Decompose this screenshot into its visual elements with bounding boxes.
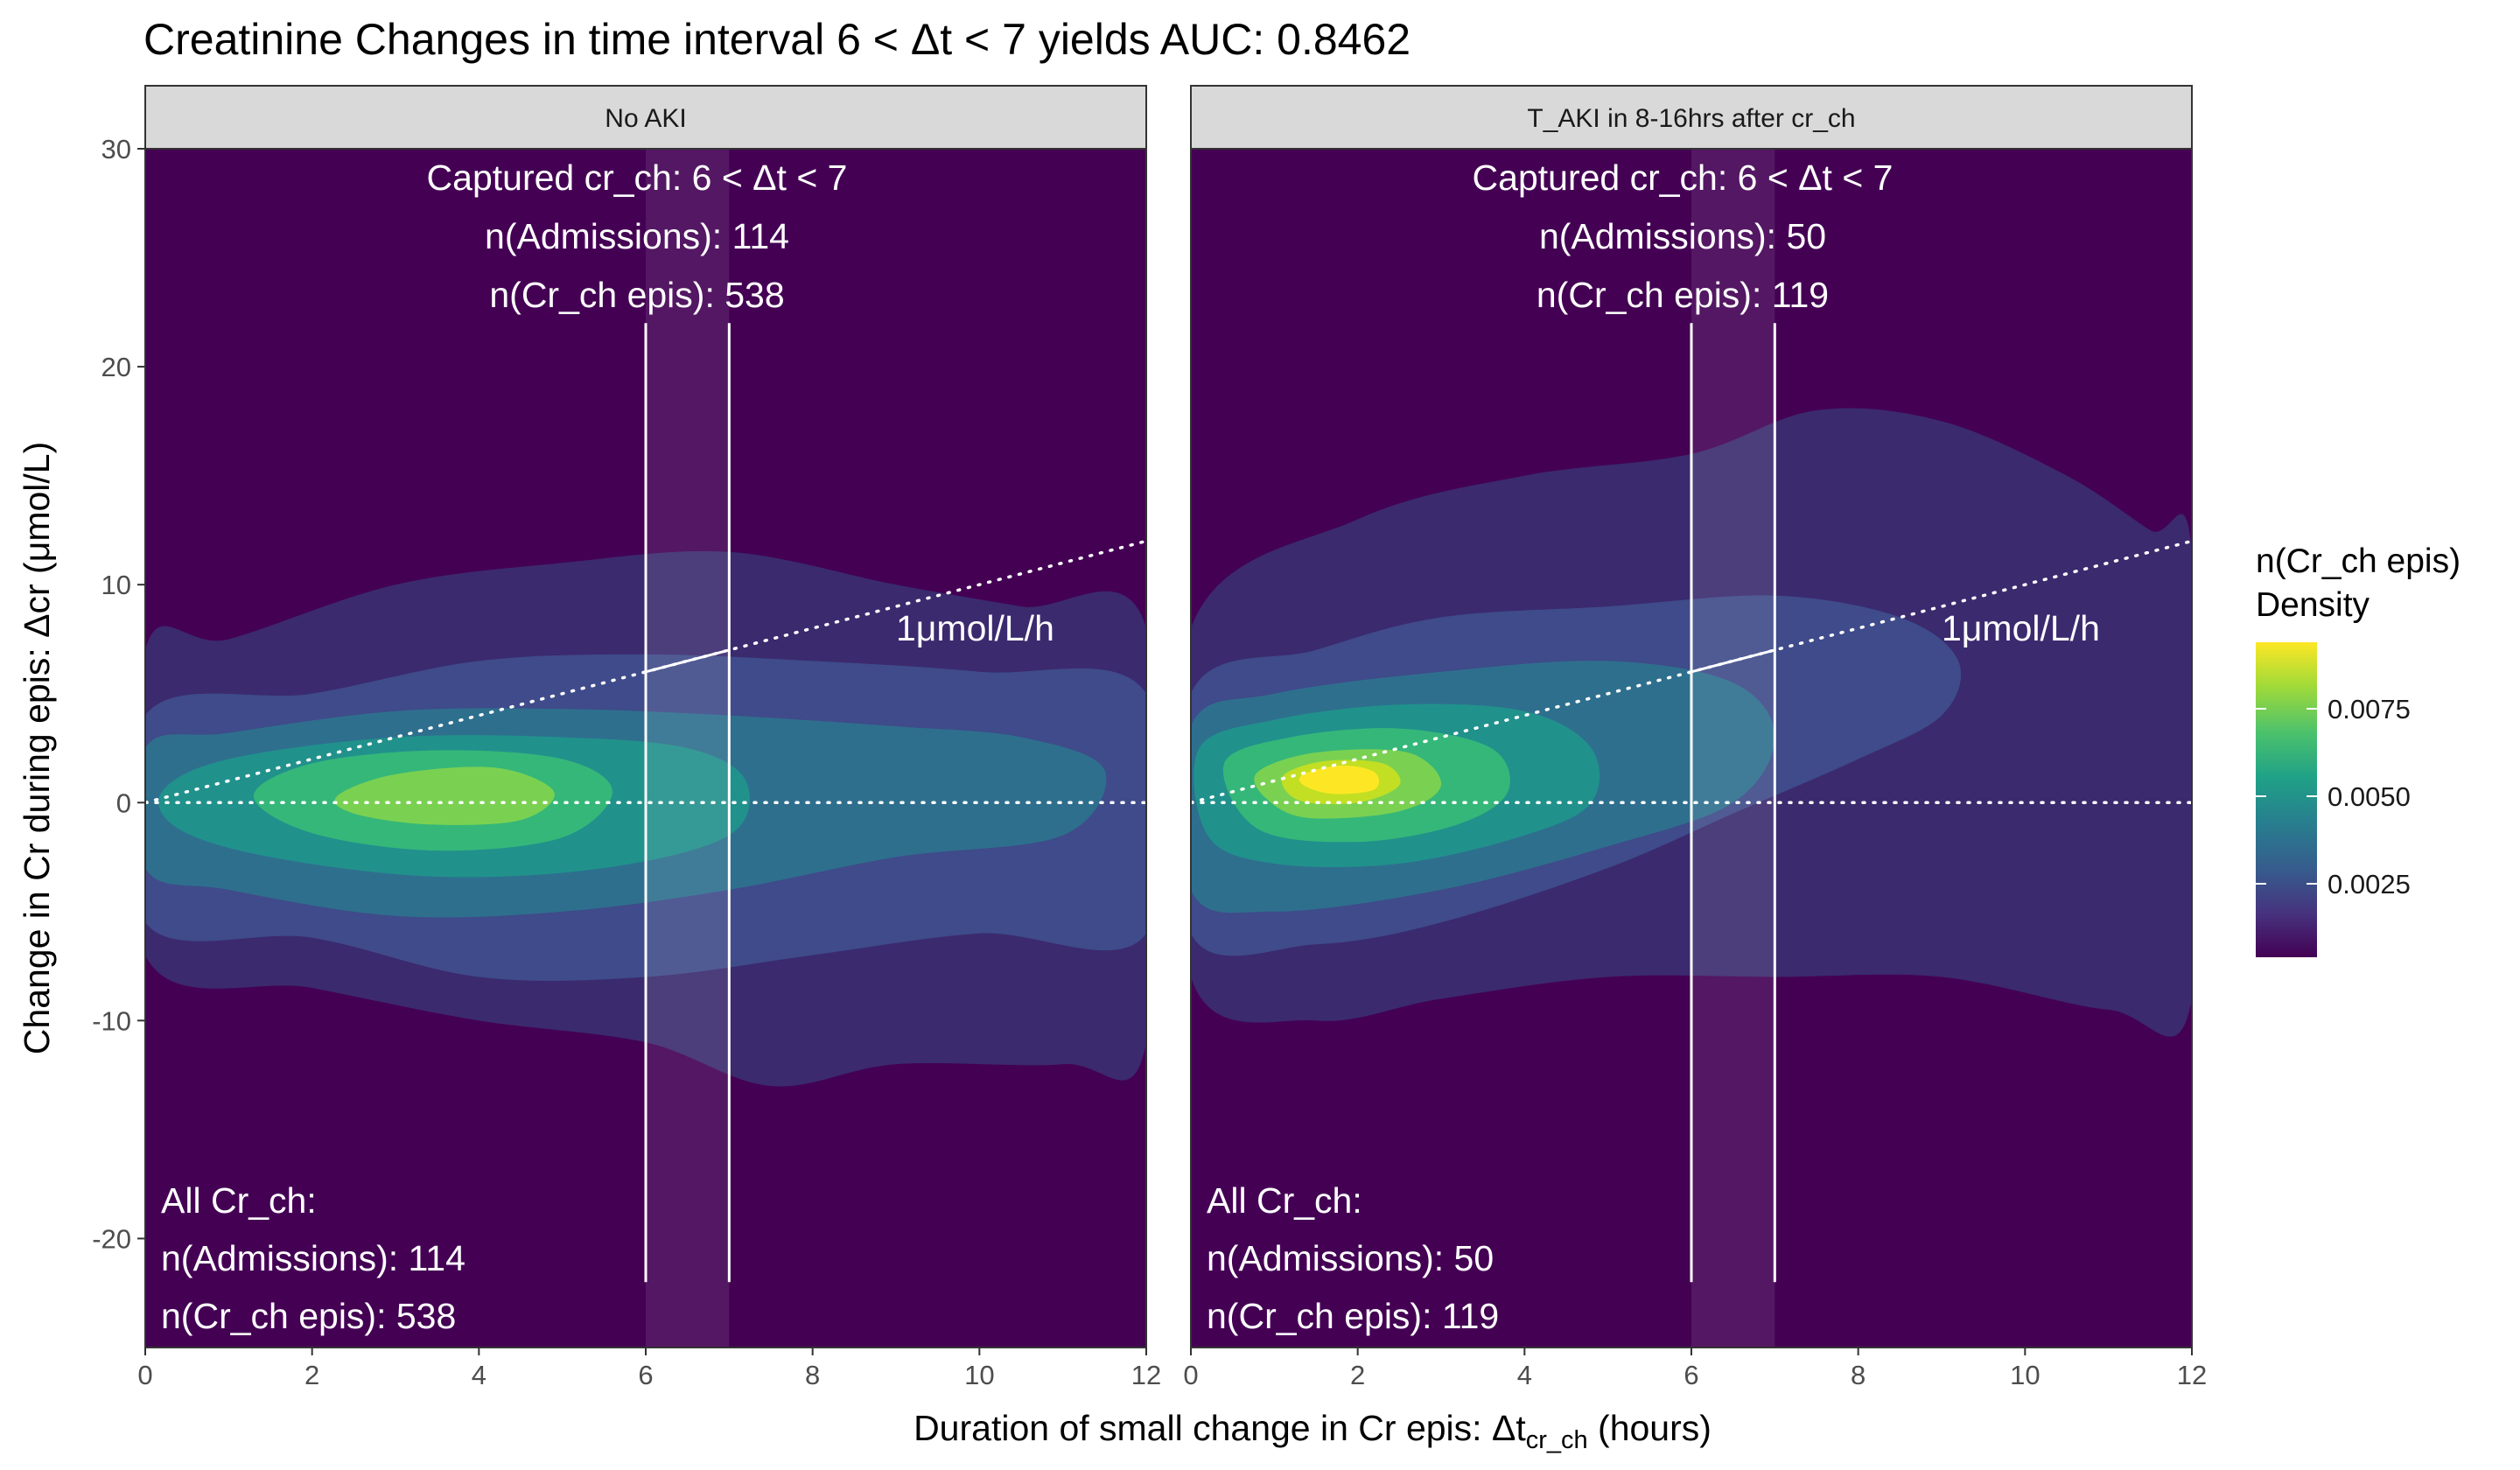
legend-title-line2: Density <box>2256 586 2370 624</box>
y-axis-title: Change in Cr during epis: Δcr (μmol/L) <box>17 442 57 1054</box>
x-tick-label: 12 <box>1131 1360 1161 1390</box>
x-tick-label: 10 <box>2010 1360 2040 1390</box>
facet-strip-label: No AKI <box>605 104 686 133</box>
captured-annotation-1: Captured cr_ch: 6 < Δt < 7 <box>427 158 848 198</box>
x-axis-title: Duration of small change in Cr epis: Δtc… <box>914 1408 1712 1454</box>
interval-band <box>646 149 730 1348</box>
captured-annotation-3: n(Cr_ch epis): 119 <box>1536 275 1829 315</box>
y-tick-label: 10 <box>102 570 131 600</box>
captured-annotation-1: Captured cr_ch: 6 < Δt < 7 <box>1473 158 1894 198</box>
captured-annotation-2: n(Admissions): 50 <box>1539 216 1826 256</box>
interval-band <box>1691 149 1775 1348</box>
y-tick-label: 0 <box>116 788 131 818</box>
facet-panel-0: No AKI 1μmol/L/h Captured cr_ch: 6 < Δt < … <box>92 85 1161 1390</box>
slope-interval-segment <box>1690 648 1775 674</box>
chart-title: Creatinine Changes in time interval 6 < … <box>144 15 1410 64</box>
captured-annotation-3: n(Cr_ch epis): 538 <box>489 275 784 315</box>
x-tick-label: 6 <box>1684 1360 1698 1390</box>
legend-title-line1: n(Cr_ch epis) <box>2256 542 2460 580</box>
x-tick-label: 4 <box>1517 1360 1532 1390</box>
x-tick-label: 2 <box>304 1360 319 1390</box>
all-annotation-3: n(Cr_ch epis): 119 <box>1207 1296 1499 1336</box>
legend-tick-label: 0.0025 <box>2328 869 2411 900</box>
y-tick-label: 30 <box>102 134 131 164</box>
x-tick-label: 12 <box>2177 1360 2207 1390</box>
all-annotation-3: n(Cr_ch epis): 538 <box>161 1296 456 1336</box>
legend-tick-label: 0.0050 <box>2328 781 2411 812</box>
x-tick-label: 6 <box>638 1360 653 1390</box>
legend-colorbar <box>2256 642 2317 957</box>
y-tick-label: -20 <box>92 1223 131 1254</box>
facet-strip <box>144 85 1147 150</box>
x-tick-label: 0 <box>1183 1360 1198 1390</box>
x-tick-label: 10 <box>964 1360 994 1390</box>
density-legend: n(Cr_ch epis) Density 0.0025 0.0050 0.0075 <box>2256 542 2460 957</box>
facet-panels: No AKI 1μmol/L/h Captured cr_ch: 6 < Δt < … <box>92 85 2207 1390</box>
captured-annotation-2: n(Admissions): 114 <box>485 216 789 256</box>
density-level-6 <box>334 766 555 825</box>
slope-reference-label: 1μmol/L/h <box>1942 608 2100 648</box>
x-tick-label: 2 <box>1350 1360 1365 1390</box>
x-axis-title-subscript: cr_ch <box>1526 1426 1588 1454</box>
y-tick-label: 20 <box>102 352 131 382</box>
density-level-8 <box>1298 765 1380 794</box>
all-annotation-1: All Cr_ch: <box>1207 1180 1362 1221</box>
slope-reference-label: 1μmol/L/h <box>896 608 1054 648</box>
x-tick-label: 8 <box>1851 1360 1866 1390</box>
density-contours <box>145 550 1146 1087</box>
x-axis-title-main: Duration of small change in Cr epis: Δt <box>914 1408 1526 1448</box>
slope-interval-segment <box>645 648 730 674</box>
all-annotation-2: n(Admissions): 50 <box>1207 1238 1494 1278</box>
facet-strip <box>1190 85 2193 150</box>
x-axis-title-suffix: (hours) <box>1588 1408 1712 1448</box>
legend-tick-label: 0.0075 <box>2328 694 2411 724</box>
legend-ticks: 0.0025 0.0050 0.0075 <box>2256 694 2411 900</box>
all-annotation-2: n(Admissions): 114 <box>161 1238 466 1278</box>
x-tick-label: 4 <box>472 1360 486 1390</box>
y-tick-label: -10 <box>92 1005 131 1036</box>
x-tick-label: 0 <box>137 1360 152 1390</box>
facet-strip-label: T_AKI in 8-16hrs after cr_ch <box>1527 104 1855 133</box>
x-tick-label: 8 <box>805 1360 820 1390</box>
all-annotation-1: All Cr_ch: <box>161 1180 317 1221</box>
facet-panel-1: T_AKI in 8-16hrs after cr_ch 1μmol/L/h Cap… <box>1183 85 2207 1390</box>
